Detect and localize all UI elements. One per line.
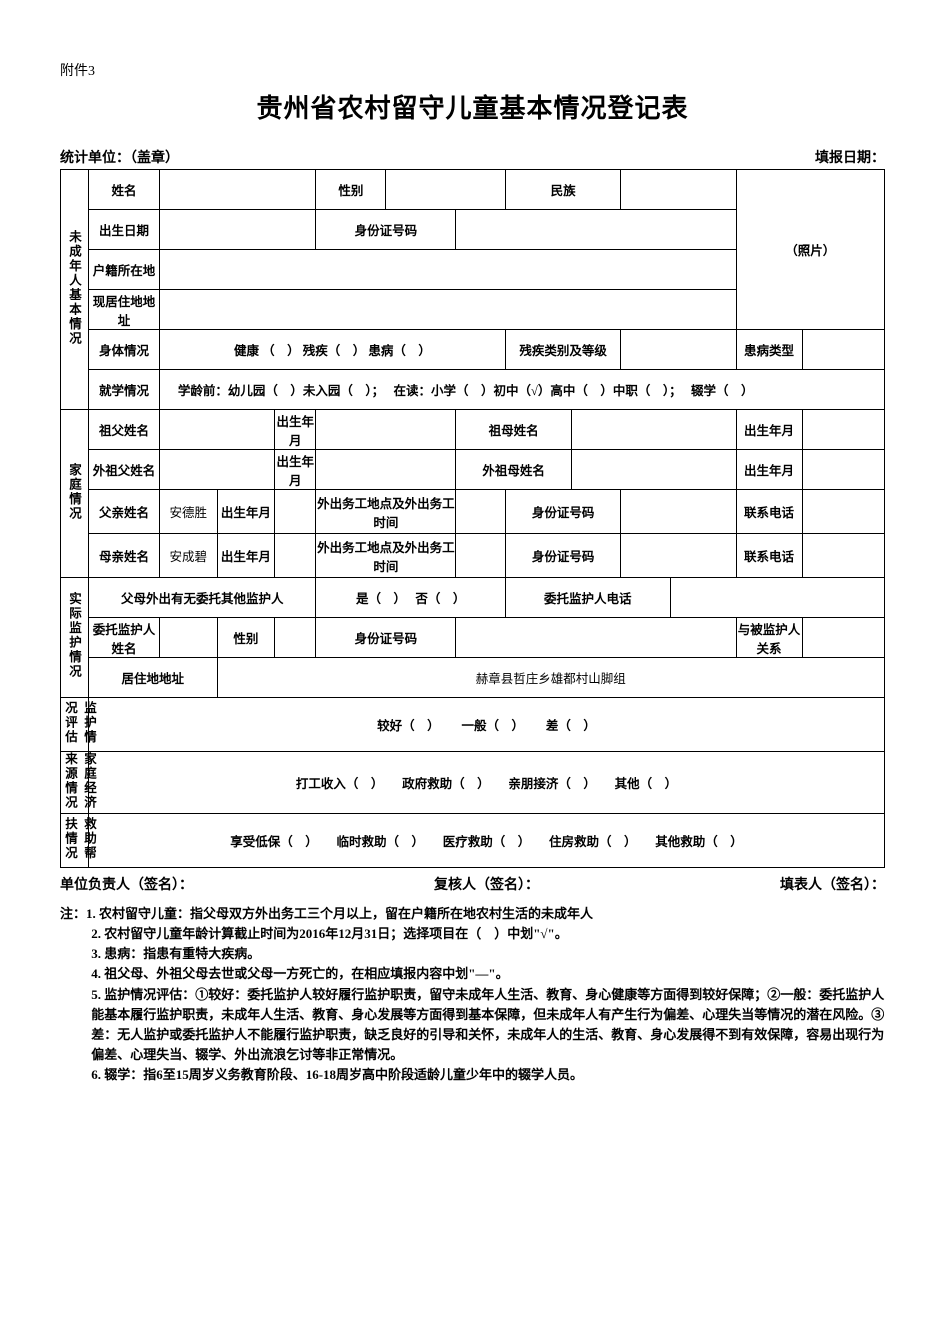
label-mother-phone: 联系电话	[736, 534, 802, 578]
label-gm-dob: 出生年月	[736, 410, 802, 450]
section-eval-header: 监护情况评估	[61, 698, 89, 752]
label-guardian-name: 委托监护人姓名	[89, 618, 160, 658]
sign-reviewer: 复核人（签名）：	[434, 874, 539, 894]
field-entrust-opts[interactable]: 是（ ） 否（ ）	[316, 578, 506, 618]
notes-block: 注：1. 农村留守儿童：指父母双方外出务工三个月以上，留在户籍所在地农村生活的未…	[60, 904, 885, 1085]
field-guardian-gender[interactable]	[275, 618, 316, 658]
label-mother-name: 母亲姓名	[89, 534, 160, 578]
label-name: 姓名	[89, 170, 160, 210]
stat-unit-label: 统计单位：（盖章）	[60, 147, 179, 167]
field-father-phone[interactable]	[802, 490, 885, 534]
field-father-idno[interactable]	[621, 490, 736, 534]
field-school-options[interactable]: 学龄前：幼儿园（ ）未入园（ ）； 在读：小学（ ）初中（√）高中（ ）中职（ …	[159, 370, 884, 410]
label-father-name: 父亲姓名	[89, 490, 160, 534]
field-mother-name: 安成碧	[159, 534, 217, 578]
field-guardian-address: 赫章县哲庄乡雄都村山脚组	[217, 658, 884, 698]
label-entrust-q: 父母外出有无委托其他监护人	[89, 578, 316, 618]
field-idno[interactable]	[456, 210, 736, 250]
label-father-idno: 身份证号码	[505, 490, 620, 534]
label-gf-dob: 出生年月	[275, 410, 316, 450]
label-idno: 身份证号码	[316, 210, 456, 250]
label-mother-idno: 身份证号码	[505, 534, 620, 578]
sign-leader: 单位负责人（签名）：	[60, 874, 193, 894]
label-illness: 患病类型	[736, 330, 802, 370]
label-gender: 性别	[316, 170, 386, 210]
sign-filler: 填表人（签名）：	[780, 874, 885, 894]
field-gf-dob[interactable]	[316, 410, 456, 450]
field-father-name: 安德胜	[159, 490, 217, 534]
field-income-options[interactable]: 打工收入（ ） 政府救助（ ） 亲朋接济（ ） 其他（ ）	[89, 752, 885, 814]
field-entrust-phone[interactable]	[670, 578, 884, 618]
label-mother-dob: 出生年月	[217, 534, 275, 578]
label-gf-name: 祖父姓名	[89, 410, 160, 450]
label-father-dob: 出生年月	[217, 490, 275, 534]
field-mgf-dob[interactable]	[316, 450, 456, 490]
fill-date-label: 填报日期：	[815, 147, 885, 167]
label-guardian-relation: 与被监护人关系	[736, 618, 802, 658]
field-hukou[interactable]	[159, 250, 736, 290]
label-mgf-dob: 出生年月	[275, 450, 316, 490]
section-guardian-header: 实际监护情况	[61, 578, 89, 698]
label-father-work: 外出务工地点及外出务工时间	[316, 490, 456, 534]
field-gm-name[interactable]	[571, 410, 736, 450]
field-residence[interactable]	[159, 290, 736, 330]
field-aid-options[interactable]: 享受低保（ ） 临时救助（ ） 医疗救助（ ） 住房救助（ ） 其他救助（ ）	[89, 814, 885, 868]
page-title: 贵州省农村留守儿童基本情况登记表	[60, 88, 885, 125]
field-guardian-name[interactable]	[159, 618, 217, 658]
label-father-phone: 联系电话	[736, 490, 802, 534]
field-guardian-idno[interactable]	[456, 618, 736, 658]
label-guardian-gender: 性别	[217, 618, 275, 658]
field-mother-phone[interactable]	[802, 534, 885, 578]
field-gender[interactable]	[386, 170, 505, 210]
label-mgm-name: 外祖母姓名	[456, 450, 571, 490]
field-mother-dob[interactable]	[275, 534, 316, 578]
field-mgm-dob[interactable]	[802, 450, 885, 490]
registration-form-table: 未成年人基本情况 姓名 性别 民族 （照片） 出生日期 身份证号码 户籍所在地 …	[60, 169, 885, 868]
label-school: 就学情况	[89, 370, 160, 410]
label-dob: 出生日期	[89, 210, 160, 250]
label-health: 身体情况	[89, 330, 160, 370]
photo-placeholder: （照片）	[736, 170, 884, 330]
attachment-label: 附件3	[60, 60, 885, 80]
field-guardian-relation[interactable]	[802, 618, 885, 658]
field-gf-name[interactable]	[159, 410, 274, 450]
section-aid-header: 救助帮扶情况	[61, 814, 89, 868]
field-father-dob[interactable]	[275, 490, 316, 534]
field-eval-options[interactable]: 较好（ ） 一般（ ） 差（ ）	[89, 698, 885, 752]
field-mother-work[interactable]	[456, 534, 505, 578]
section-income-header: 家庭经济来源情况	[61, 752, 89, 814]
field-mgf-name[interactable]	[159, 450, 274, 490]
field-mother-idno[interactable]	[621, 534, 736, 578]
label-mother-work: 外出务工地点及外出务工时间	[316, 534, 456, 578]
field-ethnic[interactable]	[621, 170, 736, 210]
field-mgm-name[interactable]	[571, 450, 736, 490]
section-family-header: 家庭情况	[61, 410, 89, 578]
label-ethnic: 民族	[505, 170, 620, 210]
field-illness[interactable]	[802, 330, 885, 370]
label-disability: 残疾类别及等级	[505, 330, 620, 370]
label-mgm-dob: 出生年月	[736, 450, 802, 490]
label-entrust-phone: 委托监护人电话	[505, 578, 670, 618]
label-mgf-name: 外祖父姓名	[89, 450, 160, 490]
field-name[interactable]	[159, 170, 316, 210]
field-health-options[interactable]: 健康 （ ） 残疾（ ） 患病（ ）	[159, 330, 505, 370]
label-guardian-idno: 身份证号码	[316, 618, 456, 658]
section-minor-header: 未成年人基本情况	[61, 170, 89, 410]
field-father-work[interactable]	[456, 490, 505, 534]
field-gm-dob[interactable]	[802, 410, 885, 450]
field-disability[interactable]	[621, 330, 736, 370]
label-residence: 现居住地地址	[89, 290, 160, 330]
label-hukou: 户籍所在地	[89, 250, 160, 290]
field-dob[interactable]	[159, 210, 316, 250]
label-guardian-address: 居住地地址	[89, 658, 218, 698]
label-gm-name: 祖母姓名	[456, 410, 571, 450]
